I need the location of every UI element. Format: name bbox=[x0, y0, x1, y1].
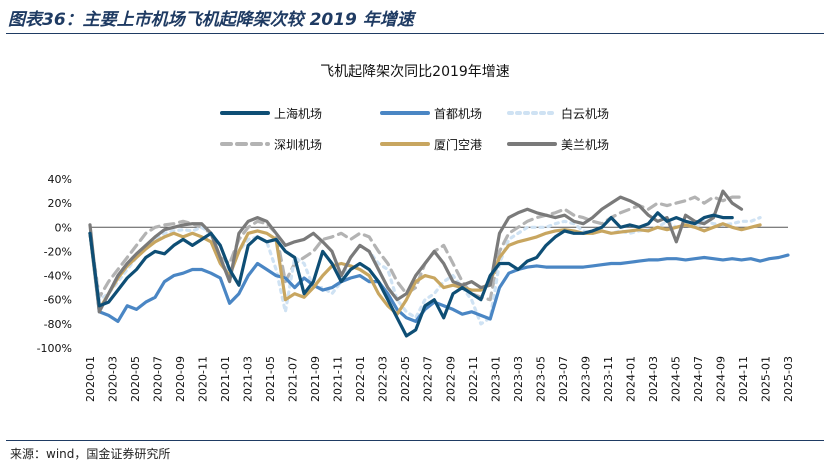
x-tick-label: 2023-07 bbox=[557, 356, 570, 402]
series-line bbox=[88, 189, 744, 314]
series-line bbox=[88, 211, 734, 338]
x-tick-label: 2023-05 bbox=[534, 356, 547, 402]
x-tick-label: 2022-07 bbox=[422, 356, 435, 402]
x-tick-label: 2021-05 bbox=[264, 356, 277, 402]
chart-title: 飞机起降架次同比2019年增速 bbox=[320, 64, 510, 80]
x-tick-label: 2020-05 bbox=[129, 356, 142, 402]
y-tick-label: -20% bbox=[44, 245, 72, 258]
x-tick-label: 2023-09 bbox=[579, 356, 592, 402]
x-axis: 2020-01 2020-03 2020-05 2020-07 2020-09 2020-… bbox=[84, 356, 795, 402]
x-tick-label: 2024-01 bbox=[624, 356, 637, 402]
y-tick-label: 40% bbox=[48, 173, 72, 186]
source-note: 来源：wind，国金证券研究所 bbox=[10, 447, 171, 461]
series-line bbox=[88, 195, 744, 302]
x-tick-label: 2022-03 bbox=[377, 356, 390, 402]
x-tick-label: 2024-11 bbox=[737, 356, 750, 402]
x-tick-label: 2020-03 bbox=[107, 356, 120, 402]
x-tick-label: 2024-05 bbox=[669, 356, 682, 402]
x-tick-label: 2024-07 bbox=[692, 356, 705, 402]
legend-label: 深圳机场 bbox=[274, 138, 322, 152]
x-tick-label: 2023-03 bbox=[512, 356, 525, 402]
x-tick-label: 2024-09 bbox=[714, 356, 727, 402]
x-tick-label: 2022-09 bbox=[444, 356, 457, 402]
x-tick-label: 2022-11 bbox=[467, 356, 480, 402]
legend-label: 厦门空港 bbox=[434, 137, 482, 152]
title-divider bbox=[6, 33, 824, 34]
y-tick-label: -100% bbox=[37, 342, 72, 355]
x-tick-label: 2024-03 bbox=[647, 356, 660, 402]
y-axis: 40% 20% 0% -20% -40% -60% -80% -100% bbox=[37, 173, 788, 355]
legend-label: 首都机场 bbox=[434, 107, 482, 121]
legend-label: 上海机场 bbox=[274, 106, 322, 121]
x-tick-label: 2021-03 bbox=[242, 356, 255, 402]
y-tick-label: 20% bbox=[48, 197, 72, 210]
x-tick-label: 2023-11 bbox=[602, 356, 615, 402]
x-tick-label: 2020-09 bbox=[174, 356, 187, 402]
x-tick-label: 2023-01 bbox=[489, 356, 502, 402]
y-tick-label: -80% bbox=[44, 318, 72, 331]
x-tick-label: 2021-07 bbox=[287, 356, 300, 402]
x-tick-label: 2022-01 bbox=[354, 356, 367, 402]
figure-title: 图表36：主要上市机场飞机起降架次较 2019 年增速 bbox=[8, 10, 414, 30]
y-tick-label: -40% bbox=[44, 270, 72, 283]
x-tick-label: 2025-03 bbox=[782, 356, 795, 402]
plot-area bbox=[88, 189, 790, 338]
x-tick-label: 2021-11 bbox=[332, 356, 345, 402]
y-tick-label: -60% bbox=[44, 294, 72, 307]
x-tick-label: 2021-01 bbox=[219, 356, 232, 402]
x-tick-label: 2025-01 bbox=[759, 356, 772, 402]
y-tick-label: 0% bbox=[55, 221, 72, 234]
x-tick-label: 2020-01 bbox=[84, 356, 97, 402]
x-tick-label: 2022-05 bbox=[399, 356, 412, 402]
x-tick-label: 2021-09 bbox=[309, 356, 322, 402]
source-divider bbox=[6, 440, 824, 441]
x-tick-label: 2020-11 bbox=[197, 356, 210, 402]
legend-label: 白云机场 bbox=[561, 106, 609, 121]
legend-label: 美兰机场 bbox=[561, 138, 609, 152]
series-line bbox=[88, 231, 790, 323]
series-line bbox=[88, 222, 762, 316]
x-tick-label: 2020-07 bbox=[152, 356, 165, 402]
